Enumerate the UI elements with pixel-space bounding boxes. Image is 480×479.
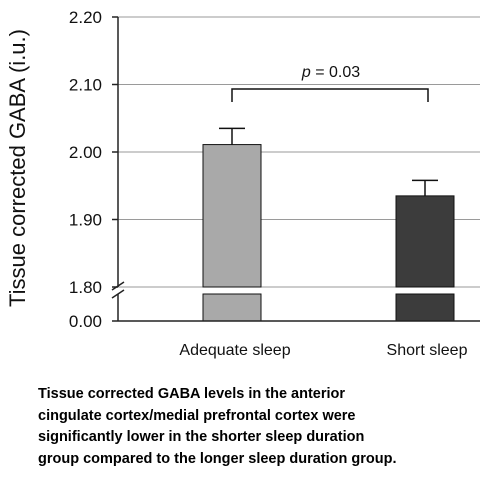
axis-break-mark [111, 289, 125, 299]
y-ticks: 2.20 2.10 2.00 1.90 1.80 0.00 [69, 8, 118, 331]
y-tick-label: 2.10 [69, 76, 102, 95]
significance-annotation: p = 0.03 [231, 64, 429, 102]
caption-line: group compared to the longer sleep durat… [38, 450, 397, 467]
caption-line: significantly lower in the shorter sleep… [38, 429, 365, 445]
y-axis-label: Tissue corrected GABA (i.u.) [5, 29, 30, 307]
bars [202, 127, 455, 322]
significance-bracket [231, 88, 429, 102]
p-value-label: p = 0.03 [301, 64, 360, 81]
axis-break-gap [104, 287, 480, 294]
y-tick-label: 2.00 [69, 143, 102, 162]
axis-break-mark [111, 281, 125, 291]
y-tick-label: 1.90 [69, 211, 102, 230]
y-tick-label: 1.80 [69, 278, 102, 297]
bar [202, 144, 262, 288]
bar-lower-segment [395, 293, 455, 322]
figure-caption: Tissue corrected GABA levels in the ante… [38, 384, 474, 470]
x-tick-label: Short sleep [387, 342, 468, 359]
bar-lower-segment [202, 293, 262, 322]
x-tick-labels: Adequate sleep Short sleep [179, 342, 467, 359]
x-tick-label: Adequate sleep [179, 342, 290, 359]
bar-chart: 2.20 2.10 2.00 1.90 1.80 0.00 Adequate sleep S… [5, 8, 480, 359]
caption-line: cingulate cortex/medial prefrontal corte… [38, 407, 356, 424]
y-tick-label: 2.20 [69, 8, 102, 27]
y-tick-label: 0.00 [69, 312, 102, 331]
bar [395, 195, 455, 288]
caption-line: Tissue corrected GABA levels in the ante… [38, 386, 346, 402]
